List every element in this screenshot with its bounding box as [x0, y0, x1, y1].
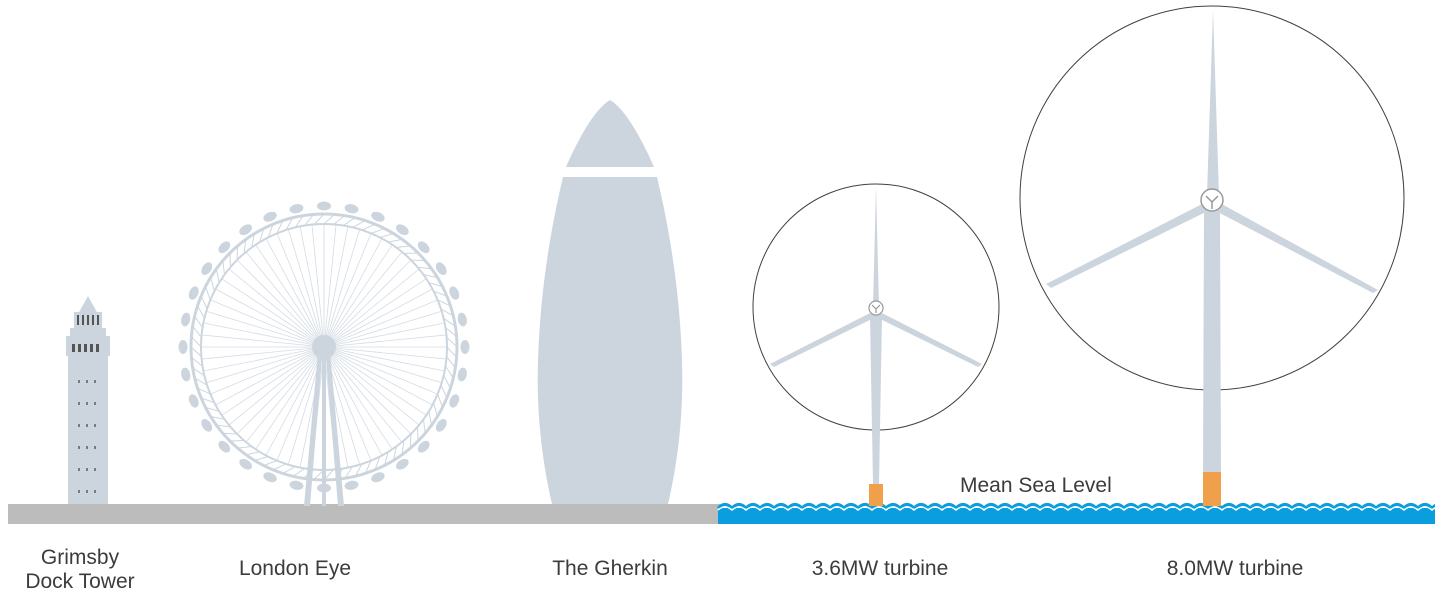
the-gherkin — [537, 100, 683, 504]
label-turbine-8-0mw: 8.0MW turbine — [1166, 557, 1304, 580]
turbine-8-0mw — [1019, 5, 1405, 506]
sea — [716, 503, 1435, 524]
label-the-gherkin: The Gherkin — [552, 557, 668, 580]
label-grimsby-line2: Dock Tower — [25, 570, 135, 593]
turbine-3-6mw — [752, 183, 1000, 506]
london-eye — [178, 201, 470, 506]
grimsby-dock-tower — [66, 296, 110, 504]
label-london-eye: London Eye — [238, 557, 352, 580]
label-mean-sea-level: Mean Sea Level — [960, 474, 1112, 497]
label-turbine-3-6mw: 3.6MW turbine — [811, 557, 949, 580]
ground-strip — [8, 504, 720, 524]
label-grimsby-line1: Grimsby — [40, 546, 120, 569]
label-grimsby-dock-tower: Grimsby Dock Tower — [20, 546, 140, 594]
